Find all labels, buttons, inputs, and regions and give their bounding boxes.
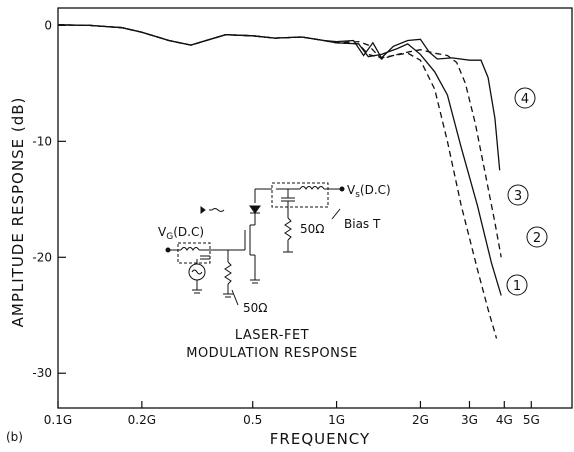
x-axis-title: FREQUENCY bbox=[270, 430, 370, 448]
series-line-3 bbox=[57, 24, 502, 258]
plot-frame bbox=[57, 7, 573, 409]
laser-diode-icon bbox=[249, 205, 261, 214]
y-tick-label: -20 bbox=[32, 250, 52, 264]
x-tick-label: 3G bbox=[461, 413, 478, 427]
curve-label-3: 3 bbox=[507, 184, 529, 206]
bottom-resistor bbox=[224, 261, 232, 285]
x-tick-label: 5G bbox=[523, 413, 540, 427]
panel-label: (b) bbox=[6, 430, 23, 444]
series-line-2 bbox=[57, 24, 498, 339]
x-tick-label: 2G bbox=[412, 413, 429, 427]
circuit-labels: Vs(D.C) VG(D.C) 50Ω Bias T 50Ω LASER-FET… bbox=[158, 183, 391, 361]
x-axis-ticks: 0.1G 0.2G 0.5 1G 2G 3G 4G 5G bbox=[44, 401, 540, 427]
svg-text:3: 3 bbox=[514, 189, 522, 204]
y-tick-label: -30 bbox=[32, 366, 52, 380]
svg-text:50Ω: 50Ω bbox=[243, 301, 267, 315]
svg-text:LASER-FET: LASER-FET bbox=[235, 328, 309, 343]
light-emission-icon bbox=[211, 208, 225, 212]
top-resistor bbox=[284, 217, 292, 241]
y-axis-ticks: 0 -10 -20 -30 bbox=[32, 18, 66, 380]
series-line-1 bbox=[57, 24, 502, 296]
curve-label-4: 4 bbox=[514, 87, 536, 109]
svg-text:VG(D.C): VG(D.C) bbox=[158, 225, 204, 242]
svg-text:4: 4 bbox=[521, 92, 529, 107]
bias-t-box bbox=[271, 182, 329, 208]
svg-text:50Ω: 50Ω bbox=[300, 222, 324, 236]
gate-bias-t-box bbox=[177, 242, 211, 264]
data-series bbox=[57, 24, 502, 339]
svg-text:Bias T: Bias T bbox=[344, 217, 381, 231]
y-tick-label: -10 bbox=[32, 134, 52, 148]
svg-text:1: 1 bbox=[513, 279, 521, 294]
svg-text:MODULATION RESPONSE: MODULATION RESPONSE bbox=[186, 346, 358, 361]
x-tick-label: 0.5 bbox=[243, 413, 262, 427]
x-tick-label: 0.2G bbox=[128, 413, 156, 427]
x-tick-label: 0.1G bbox=[44, 413, 72, 427]
curve-label-1: 1 bbox=[506, 274, 528, 296]
bias-t-inductor bbox=[299, 186, 325, 190]
x-tick-label: 1G bbox=[328, 413, 345, 427]
y-tick-label: 0 bbox=[44, 18, 52, 32]
curve-label-2: 2 bbox=[526, 226, 548, 248]
series-line-4 bbox=[57, 24, 501, 171]
x-tick-label: 4G bbox=[496, 413, 513, 427]
y-axis-title: AMPLITUDE RESPONSE (dB) bbox=[9, 97, 27, 328]
svg-text:Vs(D.C): Vs(D.C) bbox=[347, 183, 391, 200]
laser-fet-circuit-schematic bbox=[165, 182, 345, 306]
svg-text:2: 2 bbox=[533, 231, 541, 246]
